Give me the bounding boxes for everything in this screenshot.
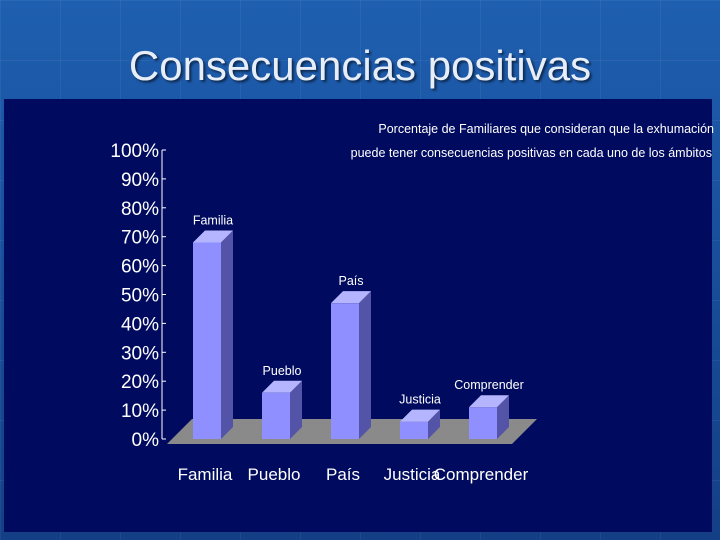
bar-top bbox=[262, 380, 302, 393]
data-label: Justicia bbox=[399, 393, 441, 407]
y-tick-label: 30% bbox=[121, 343, 159, 364]
y-tick-label: 100% bbox=[110, 141, 159, 162]
bar bbox=[331, 303, 359, 439]
chart-subtitle-line-2: puede tener consecuencias positivas en c… bbox=[350, 146, 712, 160]
chart-subtitle-line-1: Porcentaje de Familiares que consideran … bbox=[378, 122, 714, 136]
bar-side bbox=[290, 380, 302, 439]
y-tick-label: 40% bbox=[121, 314, 159, 335]
bar-side bbox=[221, 230, 233, 439]
bar-side bbox=[497, 395, 509, 439]
x-tick-label: Comprender bbox=[434, 465, 529, 484]
bar-side bbox=[428, 409, 440, 439]
y-tick-label: 70% bbox=[121, 228, 159, 249]
data-label: Pueblo bbox=[263, 364, 302, 378]
y-tick-label: 90% bbox=[121, 170, 159, 191]
y-tick-label: 10% bbox=[121, 401, 159, 422]
bar bbox=[193, 242, 221, 439]
bar bbox=[262, 392, 290, 439]
y-tick-label: 20% bbox=[121, 372, 159, 393]
chart-area: Porcentaje de Familiares que consideran … bbox=[4, 99, 714, 532]
y-tick-label: 80% bbox=[121, 199, 159, 220]
x-tick-label: Familia bbox=[178, 465, 233, 484]
bar-side bbox=[359, 291, 371, 439]
y-tick-label: 50% bbox=[121, 286, 159, 307]
data-label: País bbox=[338, 274, 363, 288]
bar-top bbox=[469, 395, 509, 408]
x-tick-label: Pueblo bbox=[248, 465, 301, 484]
bar-top bbox=[400, 409, 440, 422]
y-tick-label: 0% bbox=[132, 430, 160, 451]
slide-title: Consecuencias positivas bbox=[128, 42, 592, 89]
bar-chart: 0% 10% 20% 30% 40% 50% 60% 70% 80% 90% 100% Familia… bbox=[110, 141, 537, 484]
bar-top bbox=[193, 230, 233, 243]
data-label: Comprender bbox=[454, 378, 523, 392]
x-tick-label: Justicia bbox=[384, 465, 441, 484]
bar bbox=[400, 421, 428, 439]
bar bbox=[469, 407, 497, 439]
x-tick-label: País bbox=[326, 465, 360, 484]
y-tick-label: 60% bbox=[121, 257, 159, 278]
bar-top bbox=[331, 291, 371, 304]
data-label: Familia bbox=[193, 213, 233, 227]
